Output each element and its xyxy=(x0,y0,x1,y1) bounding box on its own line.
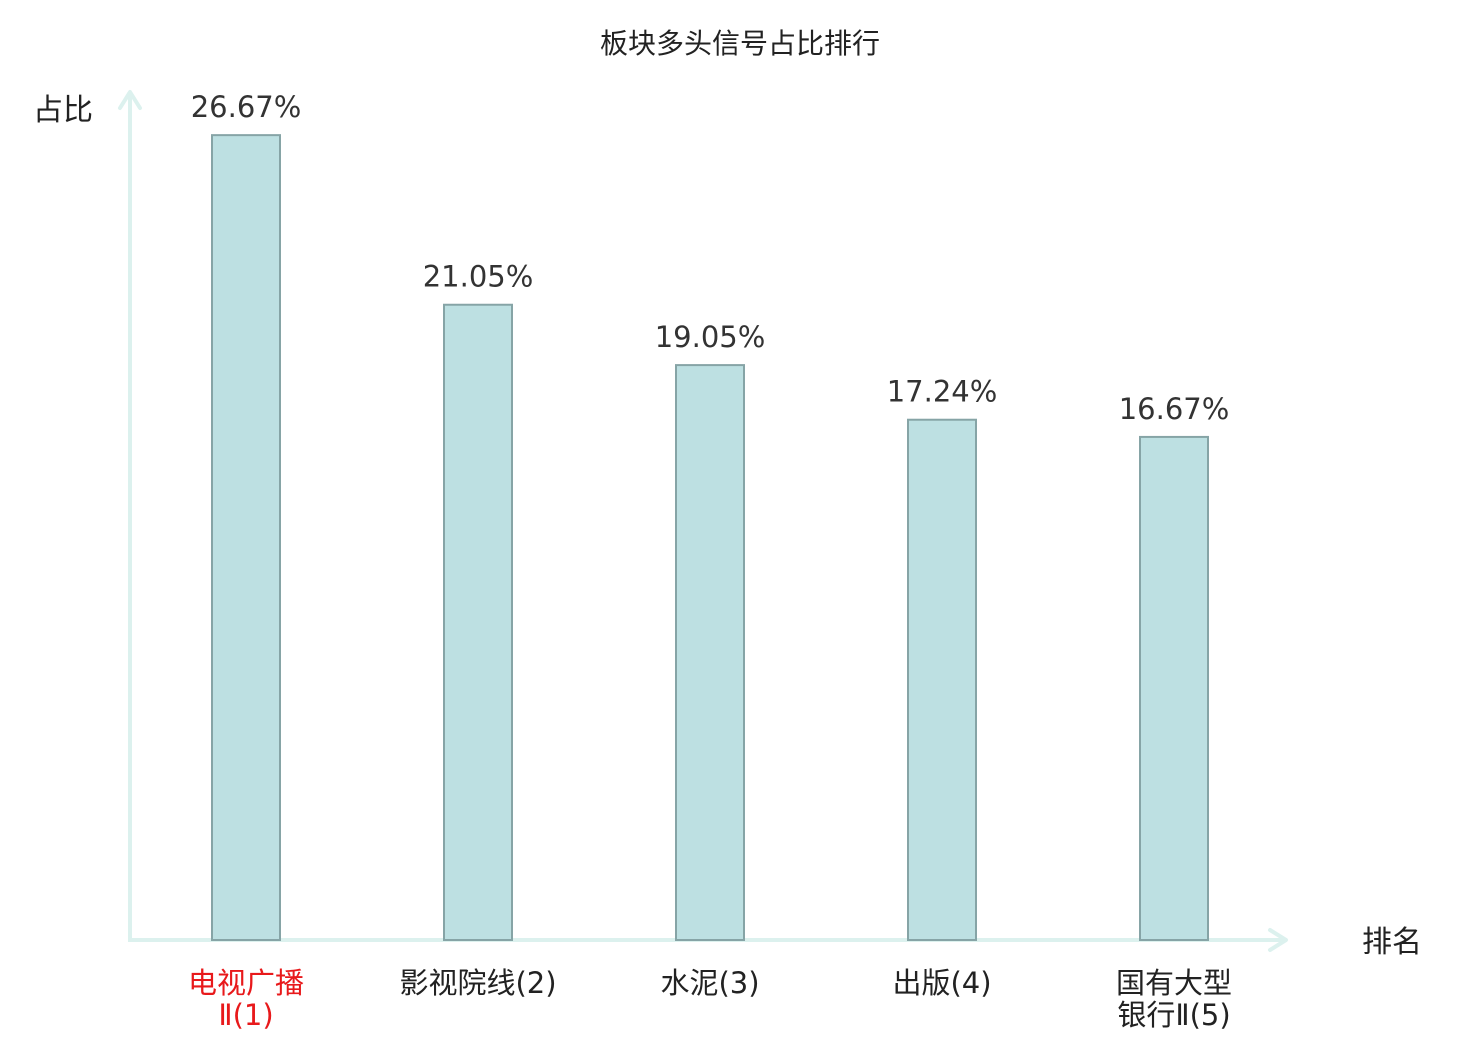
bar-4 xyxy=(907,418,977,941)
category-label-5: 国有大型银行Ⅱ(5) xyxy=(1116,966,1232,1032)
category-label-4-line-1: 出版(4) xyxy=(892,966,991,1000)
y-axis-arrowhead xyxy=(118,90,142,110)
bar-2 xyxy=(443,303,513,941)
bar-1 xyxy=(211,134,281,941)
category-labels: 电视广播 Ⅱ(1) 影视院线(2) 水泥(3) 出版(4) 国有大型银行Ⅱ(5) xyxy=(188,966,1232,1032)
value-label-4: 17.24% xyxy=(887,375,998,409)
category-label-5-line-1: 国有大型 xyxy=(1116,966,1232,1000)
value-label-2: 21.05% xyxy=(423,260,534,294)
chart-title: 板块多头信号占比排行 xyxy=(600,27,880,60)
x-axis-label: 排名 xyxy=(1362,925,1422,960)
bar-series xyxy=(211,134,1209,941)
category-label-1-line-1: 电视广播 xyxy=(188,966,304,1000)
category-label-4: 出版(4) xyxy=(892,966,991,1000)
category-label-1-line-2: Ⅱ(1) xyxy=(218,998,273,1032)
category-label-3: 水泥(3) xyxy=(660,966,759,1000)
category-label-2: 影视院线(2) xyxy=(399,966,556,1000)
category-label-1: 电视广播 Ⅱ(1) xyxy=(188,966,304,1032)
bar-5 xyxy=(1139,435,1209,941)
value-label-1: 26.67% xyxy=(191,90,302,124)
category-label-2-line-1: 影视院线(2) xyxy=(399,966,556,1000)
category-label-5-line-2: 银行Ⅱ(5) xyxy=(1117,998,1230,1032)
value-label-3: 19.05% xyxy=(655,320,766,354)
x-axis-arrowhead xyxy=(1268,928,1288,952)
value-labels: 26.67% 21.05% 19.05% 17.24% 16.67% xyxy=(191,90,1230,426)
value-label-5: 16.67% xyxy=(1119,392,1230,426)
category-label-3-line-1: 水泥(3) xyxy=(660,966,759,1000)
y-axis xyxy=(118,90,142,940)
y-axis-label: 占比 xyxy=(33,93,93,128)
bar-3 xyxy=(675,364,745,941)
